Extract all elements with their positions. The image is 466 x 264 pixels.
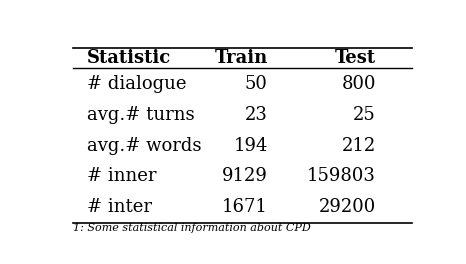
Text: # inter: # inter <box>87 198 152 216</box>
Text: # dialogue: # dialogue <box>87 75 187 93</box>
Text: avg.# turns: avg.# turns <box>87 106 195 124</box>
Text: 212: 212 <box>342 136 376 154</box>
Text: 1671: 1671 <box>222 198 267 216</box>
Text: Test: Test <box>335 49 376 67</box>
Text: 194: 194 <box>233 136 267 154</box>
Text: 50: 50 <box>245 75 267 93</box>
Text: Train: Train <box>214 49 267 67</box>
Text: 159803: 159803 <box>307 167 376 185</box>
Text: # inner: # inner <box>87 167 157 185</box>
Text: 29200: 29200 <box>319 198 376 216</box>
Text: 1: Some statistical information about CPD: 1: Some statistical information about CP… <box>73 223 310 233</box>
Text: 9129: 9129 <box>222 167 267 185</box>
Text: 25: 25 <box>353 106 376 124</box>
Text: avg.# words: avg.# words <box>87 136 202 154</box>
Text: 800: 800 <box>342 75 376 93</box>
Text: 23: 23 <box>245 106 267 124</box>
Text: Statistic: Statistic <box>87 49 171 67</box>
